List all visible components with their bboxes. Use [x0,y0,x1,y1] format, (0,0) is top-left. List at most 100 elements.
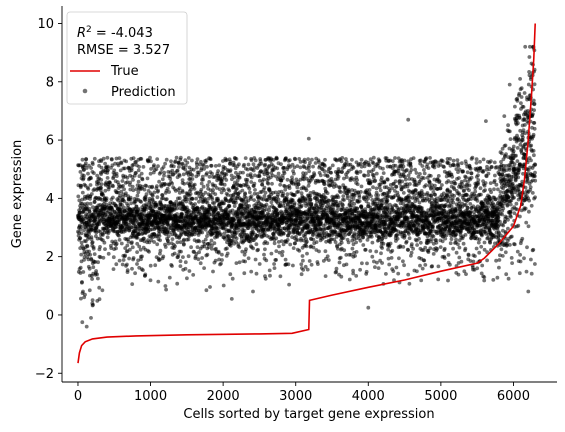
prediction-point [322,164,327,168]
prediction-point [84,157,89,162]
prediction-point [359,190,363,194]
prediction-point [82,255,87,259]
prediction-point [207,174,212,179]
prediction-point [124,191,128,196]
prediction-point [317,249,321,254]
prediction-point [218,205,223,209]
prediction-point [402,158,407,163]
prediction-point [165,186,170,191]
prediction-point [228,272,233,277]
prediction-point [221,283,226,288]
prediction-point [101,255,106,260]
prediction-point [241,170,245,175]
prediction-point [78,265,83,270]
prediction-point [173,244,177,249]
prediction-point [80,280,84,284]
prediction-point [92,171,96,176]
prediction-point [251,168,256,173]
prediction-point [334,184,339,188]
prediction-point [164,287,169,292]
prediction-point [249,175,254,180]
prediction-point [91,246,96,251]
prediction-point [134,204,139,209]
prediction-point [201,184,206,189]
prediction-point [148,171,153,176]
prediction-point [407,281,412,286]
prediction-point [175,206,180,211]
prediction-point [109,246,114,251]
prediction-point [227,204,232,209]
prediction-point [200,230,205,235]
prediction-point [161,165,166,169]
prediction-point [252,181,257,186]
prediction-point [343,163,348,168]
prediction-point [323,157,327,162]
prediction-point [106,251,111,256]
prediction-point [273,190,278,195]
prediction-point [138,247,143,252]
prediction-point [78,236,83,241]
prediction-point [364,269,369,274]
prediction-point [240,188,245,193]
prediction-point [152,240,157,244]
prediction-point [81,289,85,294]
prediction-point [182,237,186,242]
prediction-point [209,238,214,243]
prediction-point [210,243,214,248]
prediction-point [182,181,187,186]
prediction-point [227,188,232,193]
prediction-point [149,159,153,164]
prediction-point [91,265,96,270]
prediction-point [180,161,185,166]
prediction-point [303,160,307,165]
prediction-point [111,255,116,260]
prediction-point [183,163,188,168]
prediction-point [306,183,311,188]
prediction-point [362,173,367,178]
prediction-point [174,155,179,160]
prediction-point [303,264,308,269]
prediction-point [175,240,180,245]
prediction-point [145,176,150,181]
prediction-point [190,197,195,201]
prediction-point [195,245,200,250]
prediction-point [237,175,242,180]
prediction-point [371,185,375,190]
prediction-point [103,188,108,193]
prediction-point [316,262,320,266]
prediction-point [345,193,350,198]
prediction-point [177,186,182,191]
prediction-point [246,207,251,212]
prediction-point [287,282,291,287]
prediction-point [253,188,257,192]
prediction-point [182,242,186,246]
prediction-point [140,184,145,189]
prediction-point [290,198,295,203]
prediction-point [248,172,253,177]
prediction-point [242,162,247,167]
prediction-point [228,159,233,164]
prediction-point [308,160,312,165]
prediction-point [155,195,160,200]
prediction-point [369,194,373,199]
prediction-point [95,173,100,178]
prediction-point [249,180,254,184]
prediction-point [351,268,355,273]
prediction-point [369,234,374,239]
prediction-point [257,262,262,266]
prediction-point [436,277,441,282]
prediction-point [260,182,265,187]
prediction-point [210,197,215,202]
prediction-point [281,231,286,236]
prediction-point [186,156,191,160]
prediction-point [82,258,86,262]
prediction-point [248,190,252,195]
prediction-point [276,171,281,176]
prediction-point [177,173,182,178]
prediction-point [116,163,121,168]
prediction-point [91,205,95,210]
prediction-point [141,268,145,272]
prediction-point [325,254,330,259]
prediction-point [263,190,268,195]
prediction-point [150,184,155,189]
